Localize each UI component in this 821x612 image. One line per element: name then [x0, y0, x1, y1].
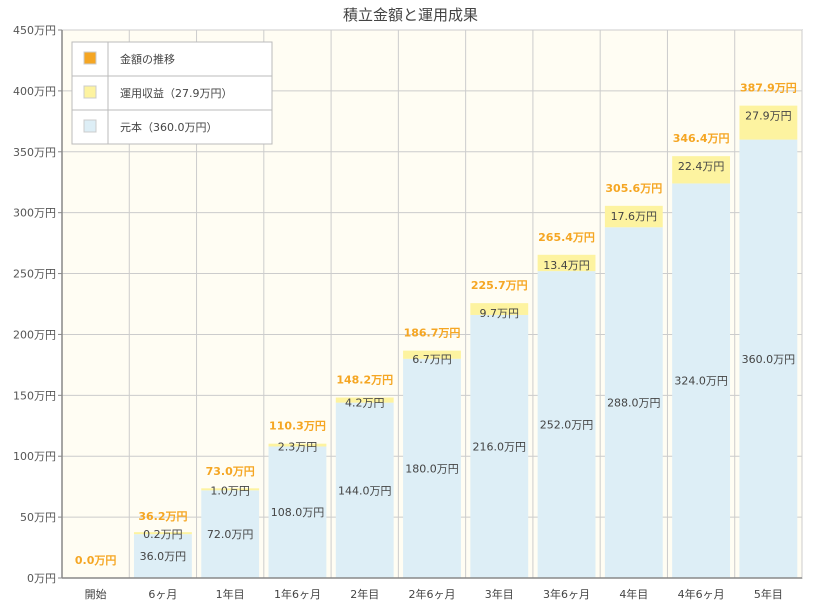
legend-swatch: [83, 119, 97, 133]
y-tick-label: 150万円: [13, 389, 56, 402]
data-label-principal: 36.0万円: [140, 550, 187, 563]
bar-principal: [470, 314, 529, 578]
bar-principal: [268, 446, 327, 578]
data-label-total: 265.4万円: [538, 231, 595, 244]
y-tick-label: 300万円: [13, 207, 56, 220]
y-tick-label: 250万円: [13, 268, 56, 281]
chart-title: 積立金額と運用成果: [342, 6, 478, 24]
bar-principal: [672, 183, 731, 578]
x-tick-label: 3年6ヶ月: [543, 587, 590, 601]
x-tick-label: 3年目: [485, 587, 514, 601]
data-label-earnings: 22.4万円: [678, 160, 725, 173]
x-tick-label: 4年6ヶ月: [678, 587, 725, 601]
y-tick-label: 50万円: [20, 511, 56, 524]
data-label-total: 110.3万円: [269, 420, 326, 433]
data-label-earnings: 27.9万円: [745, 110, 792, 123]
bar-earnings: [604, 205, 663, 228]
data-label-principal: 108.0万円: [271, 506, 325, 519]
x-tick-label: 開始: [85, 587, 107, 601]
y-tick-label: 450万円: [13, 24, 56, 37]
bar-earnings: [537, 254, 596, 272]
legend-swatch: [83, 51, 97, 65]
x-tick-label: 5年目: [754, 587, 783, 601]
data-label-principal: 216.0万円: [473, 440, 527, 453]
data-label-principal: 180.0万円: [405, 462, 459, 475]
bar-principal: [604, 227, 663, 578]
data-label-principal: 144.0万円: [338, 484, 392, 497]
data-label-earnings: 4.2万円: [345, 397, 385, 410]
data-label-principal: 288.0万円: [607, 397, 661, 410]
x-tick-label: 1年目: [216, 587, 245, 601]
data-label-principal: 324.0万円: [674, 375, 728, 388]
y-tick-label: 200万円: [13, 328, 56, 341]
bar-principal: [201, 490, 260, 578]
data-label-total: 346.4万円: [673, 132, 730, 145]
data-label-principal: 72.0万円: [207, 528, 254, 541]
data-label-principal: 252.0万円: [540, 419, 594, 432]
y-tick-label: 0万円: [27, 572, 56, 585]
x-tick-label: 2年6ヶ月: [409, 587, 456, 601]
data-label-total: 148.2万円: [336, 374, 393, 387]
bar-principal: [133, 534, 192, 578]
bar-earnings: [672, 156, 731, 184]
data-label-total: 73.0万円: [206, 465, 255, 478]
bar-earnings: [268, 443, 327, 447]
bar-earnings: [470, 303, 529, 315]
bar-principal: [739, 139, 798, 578]
data-label-earnings: 6.7万円: [412, 353, 452, 366]
bar-earnings: [403, 350, 461, 359]
bar-earnings: [739, 105, 798, 140]
x-tick-label: 1年6ヶ月: [274, 587, 321, 601]
data-label-total: 36.2万円: [138, 510, 187, 523]
x-tick-label: 4年目: [619, 587, 648, 601]
x-tick-label: 6ヶ月: [148, 588, 177, 601]
data-label-earnings: 0.2万円: [143, 528, 183, 541]
data-label-earnings: 9.7万円: [480, 307, 520, 320]
data-label-total: 305.6万円: [605, 182, 662, 195]
data-label-total: 225.7万円: [471, 279, 528, 292]
data-label-principal: 360.0万円: [742, 353, 796, 366]
bar-principal: [537, 271, 596, 578]
bar-principal: [403, 358, 461, 578]
data-label-total: 0.0万円: [75, 554, 117, 567]
data-label-earnings: 17.6万円: [611, 210, 658, 223]
data-label-earnings: 2.3万円: [278, 440, 318, 453]
legend-swatch: [83, 85, 97, 99]
x-tick-label: 2年目: [350, 587, 379, 601]
y-tick-label: 100万円: [13, 450, 56, 463]
data-label-total: 387.9万円: [740, 82, 797, 95]
y-tick-label: 400万円: [13, 85, 56, 98]
legend-label: 運用収益（27.9万円）: [120, 86, 233, 100]
data-label-total: 186.7万円: [404, 327, 461, 340]
bar-earnings: [201, 488, 260, 491]
y-tick-label: 350万円: [13, 146, 56, 159]
data-label-earnings: 13.4万円: [543, 259, 590, 272]
bar-principal: [335, 402, 394, 578]
legend-label: 金額の推移: [120, 52, 175, 66]
legend-box: [71, 41, 273, 145]
legend-label: 元本（360.0万円）: [120, 120, 218, 134]
bar-earnings: [335, 397, 394, 403]
bar-earnings: [133, 532, 192, 535]
data-label-earnings: 1.0万円: [210, 484, 250, 497]
